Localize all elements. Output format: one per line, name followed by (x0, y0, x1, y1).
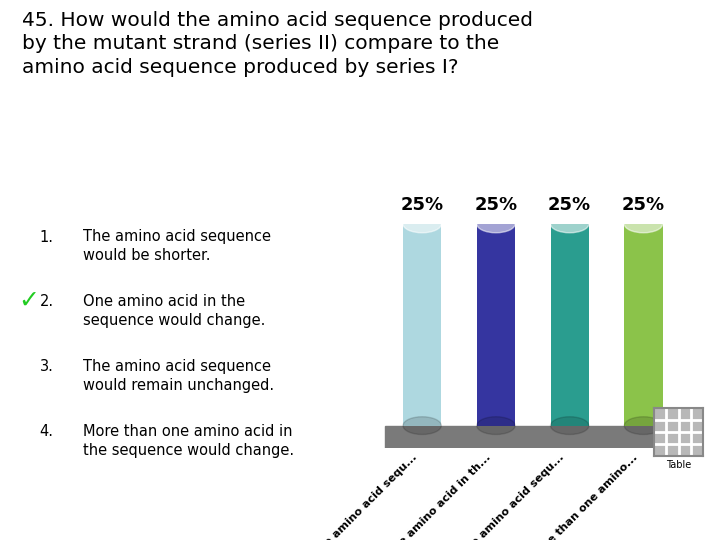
Text: 1.: 1. (40, 230, 53, 245)
Text: The amino acid sequence
would be shorter.: The amino acid sequence would be shorter… (83, 230, 271, 263)
Ellipse shape (477, 417, 515, 435)
Text: More than one amino...: More than one amino... (530, 452, 640, 540)
Text: 25%: 25% (622, 196, 665, 214)
Bar (385, 426, 680, 448)
Text: 25%: 25% (548, 196, 591, 214)
Text: The amino acid sequ...: The amino acid sequ... (459, 452, 566, 540)
Ellipse shape (624, 417, 662, 435)
Text: More than one amino acid in
the sequence would change.: More than one amino acid in the sequence… (83, 424, 294, 457)
Bar (403, 224, 441, 426)
Bar (477, 224, 515, 426)
Ellipse shape (477, 215, 515, 233)
Text: ✓: ✓ (18, 289, 39, 313)
Text: Table: Table (665, 460, 691, 470)
Text: 45. How would the amino acid sequence produced
by the mutant strand (series II) : 45. How would the amino acid sequence pr… (22, 11, 533, 77)
Text: 4.: 4. (40, 424, 53, 439)
Text: 2.: 2. (40, 294, 54, 309)
Text: 25%: 25% (474, 196, 518, 214)
Ellipse shape (403, 417, 441, 435)
Text: The amino acid sequence
would remain unchanged.: The amino acid sequence would remain unc… (83, 359, 274, 393)
Text: 3.: 3. (40, 359, 53, 374)
Text: 25%: 25% (400, 196, 444, 214)
Text: The amino acid sequ...: The amino acid sequ... (312, 452, 418, 540)
Text: One amino acid in the
sequence would change.: One amino acid in the sequence would cha… (83, 294, 265, 328)
Bar (624, 224, 662, 426)
Ellipse shape (551, 215, 589, 233)
Ellipse shape (624, 215, 662, 233)
Bar (551, 224, 589, 426)
Text: One amino acid in th...: One amino acid in th... (385, 452, 492, 540)
Ellipse shape (551, 417, 589, 435)
Ellipse shape (403, 215, 441, 233)
